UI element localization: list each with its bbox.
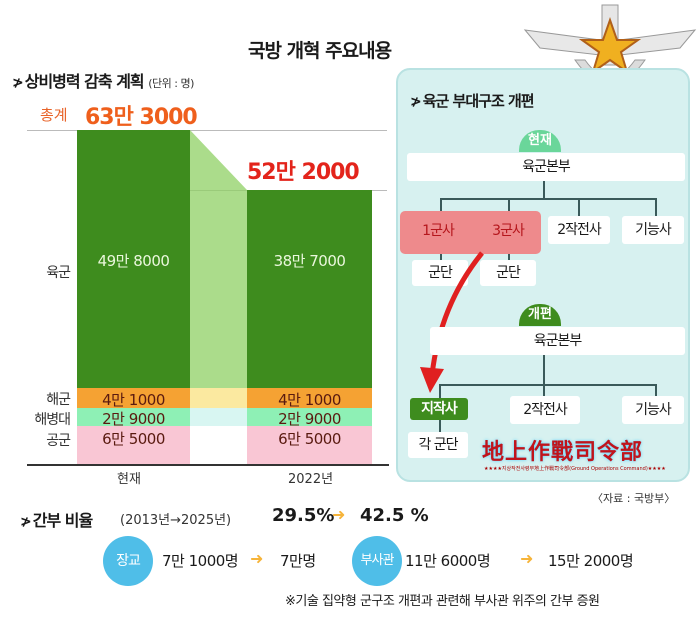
connector-line bbox=[508, 254, 510, 264]
army-2022-value: 38만 7000 bbox=[273, 252, 346, 270]
nco-from: 11만 6000명 bbox=[405, 552, 491, 570]
row-label-marine: 해병대 bbox=[34, 412, 71, 428]
air-2022-value: 6만 5000 bbox=[278, 430, 341, 448]
connector-line bbox=[655, 198, 657, 216]
structure-heading: ≯ 육군 부대구조 개편 bbox=[410, 90, 535, 111]
chevron-icon: ≯ bbox=[20, 514, 32, 530]
air-current-value: 6만 5000 bbox=[102, 430, 165, 448]
chevron-icon: ≯ bbox=[410, 94, 422, 110]
bar-air-current: 6만 5000 bbox=[77, 426, 190, 464]
connector-line bbox=[543, 181, 545, 198]
watermark-subtitle: ★★★★지상작전사령부地上作戰司令部(Ground Operations Com… bbox=[484, 466, 666, 472]
row-label-navy: 해군 bbox=[46, 392, 71, 408]
structure-heading-text: 육군 부대구조 개편 bbox=[422, 92, 535, 110]
corps-1: 군단 bbox=[412, 260, 468, 286]
connector-line bbox=[440, 198, 442, 216]
army-current-value: 49만 8000 bbox=[97, 252, 170, 270]
navy-current-value: 4만 1000 bbox=[102, 391, 165, 409]
unit-2nd-operations: 2작전사 bbox=[548, 216, 610, 244]
total-current: 63만 3000 bbox=[85, 105, 198, 130]
merge-arrow-icon bbox=[410, 245, 490, 395]
row-label-air: 공군 bbox=[46, 433, 71, 449]
connector-line bbox=[439, 420, 441, 432]
right-arrow-icon: ➜ bbox=[250, 549, 264, 568]
officer-ratio-heading: ≯ 간부 비율 bbox=[20, 507, 93, 531]
reduction-connector bbox=[190, 130, 247, 464]
total-line bbox=[27, 130, 387, 131]
right-arrow-icon: ➜ bbox=[520, 549, 534, 568]
unit-ground-ops-command: 지작사 bbox=[410, 398, 468, 420]
current-hq: 육군본부 bbox=[407, 153, 685, 181]
officers-from: 7만 1000명 bbox=[162, 552, 239, 570]
nco-to: 15만 2000명 bbox=[548, 552, 634, 570]
army-emblem-icon bbox=[520, 0, 700, 120]
total-2022: 52만 2000 bbox=[247, 160, 360, 185]
reform-hq: 육군본부 bbox=[430, 327, 685, 355]
x-axis bbox=[27, 464, 389, 466]
manpower-heading-text: 상비병력 감축 계획 bbox=[24, 72, 145, 91]
connector-line bbox=[543, 355, 545, 385]
unit-1st-army: 1군사 bbox=[422, 223, 455, 239]
marine-current-value: 2만 9000 bbox=[102, 410, 165, 428]
corps-2: 군단 bbox=[480, 260, 536, 286]
footnote: ※기술 집약형 군구조 개편과 관련해 부사관 위주의 간부 증원 bbox=[285, 594, 600, 609]
row-label-army: 육군 bbox=[46, 265, 71, 281]
right-arrow-icon: ➜ bbox=[332, 505, 346, 524]
bar-army-2022: 38만 7000 bbox=[247, 190, 372, 388]
connector-line bbox=[543, 384, 545, 398]
bar-air-2022: 6만 5000 bbox=[247, 426, 372, 464]
connector-line bbox=[440, 198, 656, 200]
connector-line bbox=[508, 198, 510, 216]
chevron-icon: ≯ bbox=[12, 75, 24, 91]
x-label-2022: 2022년 bbox=[288, 472, 334, 487]
unit-functional: 기능사 bbox=[622, 216, 684, 244]
marine-2022-value: 2만 9000 bbox=[278, 410, 341, 428]
bar-army-current: 49만 8000 bbox=[77, 130, 190, 388]
bar-navy-2022: 4만 1000 bbox=[247, 388, 372, 409]
source-label: 〈자료 : 국방부〉 bbox=[592, 492, 676, 505]
current-tag: 현재 bbox=[519, 130, 561, 152]
each-corps: 각 군단 bbox=[408, 432, 468, 458]
connector-line bbox=[439, 384, 441, 400]
nco-badge: 부사관 bbox=[352, 536, 402, 586]
reform-tag: 개편 bbox=[519, 304, 561, 326]
officers-to: 7만명 bbox=[280, 552, 316, 570]
connector-line bbox=[440, 254, 442, 264]
unit-3rd-army: 3군사 bbox=[492, 223, 525, 239]
total-label: 총계 bbox=[40, 106, 68, 124]
bar-marine-current: 2만 9000 bbox=[77, 408, 190, 428]
period-label: (2013년→2025년) bbox=[120, 513, 232, 528]
x-label-current: 현재 bbox=[117, 472, 141, 487]
connector-line bbox=[655, 384, 657, 398]
officer-ratio-heading-text: 간부 비율 bbox=[32, 511, 93, 530]
bar-navy-current: 4만 1000 bbox=[77, 388, 190, 409]
ratio-from: 29.5% bbox=[272, 505, 335, 526]
unit-label: (단위 : 명) bbox=[148, 77, 194, 90]
reform-unit-2nd-operations: 2작전사 bbox=[510, 396, 580, 424]
manpower-heading: ≯ 상비병력 감축 계획 (단위 : 명) bbox=[12, 68, 194, 92]
ratio-to: 42.5 % bbox=[360, 505, 429, 526]
merged-units-highlight bbox=[400, 211, 541, 254]
bar-marine-2022: 2만 9000 bbox=[247, 408, 372, 428]
connector-line bbox=[439, 384, 656, 386]
page-title: 국방 개혁 주요내용 bbox=[248, 40, 392, 62]
connector-line bbox=[578, 198, 580, 216]
watermark-logo: 地上作戰司令部 bbox=[482, 439, 644, 465]
reform-unit-functional: 기능사 bbox=[622, 396, 684, 424]
officers-badge: 장교 bbox=[103, 536, 153, 586]
navy-2022-value: 4만 1000 bbox=[278, 391, 341, 409]
